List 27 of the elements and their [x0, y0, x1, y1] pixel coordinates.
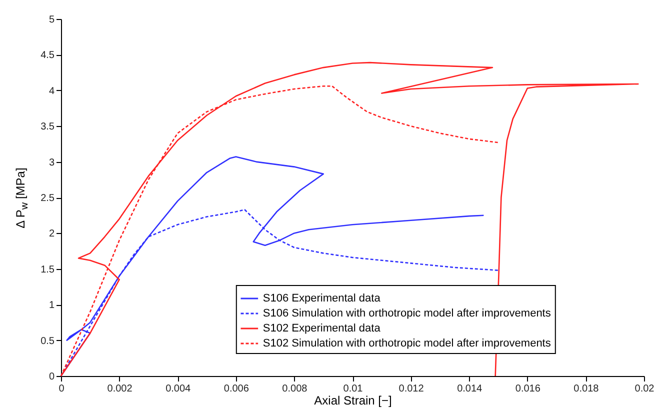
x-tick-label: 0.004 — [166, 384, 192, 394]
legend-label: S106 Experimental data — [262, 292, 382, 304]
y-tick-label: 5 — [48, 14, 55, 26]
x-tick-label: 0.008 — [282, 384, 308, 394]
y-tick-label: 3 — [48, 157, 55, 168]
x-tick-label: 0.014 — [457, 384, 483, 394]
legend-label: S102 Simulation with orthotropic model after improvements — [262, 337, 552, 350]
legend-label: S102 Experimental data — [262, 322, 382, 334]
y-tick-label: 2.5 — [40, 193, 55, 204]
x-tick-label: 0.012 — [398, 384, 424, 394]
x-tick-label: 0 — [58, 384, 65, 394]
y-tick-label: 1.5 — [40, 264, 55, 276]
y-tick-label: 4 — [48, 86, 55, 97]
x-tick-label: 0.018 — [574, 384, 600, 394]
legend-label: S106 Simulation with orthotropic model after improvements — [262, 307, 552, 320]
y-tick-label: 0.5 — [40, 336, 55, 347]
y-tick-label: 2 — [48, 228, 55, 240]
y-tick-label: 3.5 — [40, 122, 55, 133]
x-tick-label: 0.006 — [224, 384, 250, 394]
x-tick-label: 0.01 — [343, 384, 364, 394]
x-tick-label: 0.016 — [515, 384, 541, 394]
y-tick-label: 1 — [48, 300, 55, 312]
x-tick-label: 0.02 — [634, 384, 655, 394]
y-tick-label: 4.5 — [40, 50, 55, 62]
y-tick-label: 0 — [48, 372, 55, 382]
x-tick-label: 0.002 — [107, 384, 133, 394]
x-axis-title: Axial Strain [−] — [314, 394, 392, 408]
